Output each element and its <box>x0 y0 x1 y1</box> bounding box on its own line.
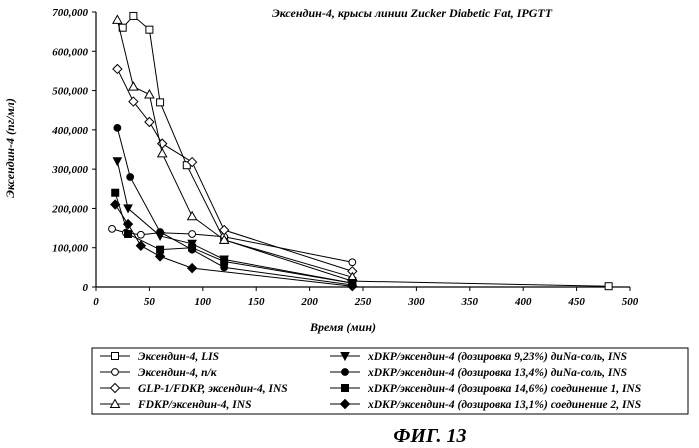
marker-diamond <box>112 63 123 75</box>
legend-item: xDKP/эксендин-4 (дозировка 13,4%) диNa-с… <box>330 367 627 379</box>
marker-triangle <box>218 234 230 244</box>
marker-square <box>111 352 119 360</box>
legend-item: xDKP/эксендин-4 (дозировка 13,1%) соедин… <box>330 398 641 411</box>
x-tick-label: 400 <box>514 296 532 308</box>
x-tick-label: 250 <box>354 296 372 308</box>
x-tick-label: 500 <box>622 296 639 308</box>
marker-circle <box>348 258 357 267</box>
marker-diamond <box>154 251 166 262</box>
legend-item: xDKP/эксендин-4 (дозировка 14,6%) соедин… <box>330 383 641 395</box>
x-tick-label: 350 <box>461 296 479 308</box>
series-6 <box>113 123 357 289</box>
marker-triangle <box>128 81 139 91</box>
marker-diamond <box>122 218 134 230</box>
marker-triangle <box>186 210 198 221</box>
legend-item: Эксендин-4, LIS <box>100 351 219 363</box>
marker-diamond <box>144 116 155 128</box>
marker-square <box>129 11 138 20</box>
y-tick-label: 600,000 <box>52 46 88 58</box>
figure-caption: ФИГ. 13 <box>393 425 466 447</box>
marker-circle <box>111 368 119 376</box>
series-line <box>116 161 353 284</box>
marker-diamond <box>109 382 121 394</box>
x-tick-label: 450 <box>567 296 585 308</box>
y-axis-label: Эксендин-4 (пг/мл) <box>3 98 17 198</box>
marker-triangle-down <box>340 352 350 362</box>
marker-diamond <box>339 398 351 410</box>
marker-circle <box>188 230 197 238</box>
y-tick-label: 100,000 <box>52 243 88 255</box>
y-tick-label: 700,000 <box>52 7 88 19</box>
marker-triangle <box>112 14 123 24</box>
marker-square <box>341 384 349 392</box>
marker-diamond <box>110 199 121 210</box>
marker-triangle-down <box>123 204 133 214</box>
x-tick-label: 100 <box>195 296 212 308</box>
marker-diamond <box>186 156 198 168</box>
marker-square <box>604 282 613 291</box>
series-line <box>114 204 353 287</box>
marker-circle <box>136 230 145 239</box>
x-axis-label: Время (мин) <box>309 320 376 334</box>
series-3 <box>112 63 358 277</box>
marker-diamond <box>186 262 198 274</box>
legend-item: xDKP/эксендин-4 (дозировка 9,23%) диNa-с… <box>330 351 627 363</box>
x-tick-label: 150 <box>248 296 265 308</box>
legend-item: FDKP/эксендин-4, INS <box>100 398 251 411</box>
legend-label: FDKP/эксендин-4, INS <box>137 399 251 411</box>
series-layer <box>108 11 613 292</box>
series-line <box>111 228 353 263</box>
y-tick-label: 500,000 <box>52 86 88 98</box>
series-7 <box>111 188 357 288</box>
legend-label: Эксендин-4, п/к <box>138 367 218 379</box>
x-tick-label: 200 <box>300 296 318 308</box>
marker-triangle-down <box>112 157 123 167</box>
marker-triangle <box>144 88 155 99</box>
marker-circle <box>108 224 116 233</box>
legend: Эксендин-4, LIS Эксендин-4, п/к GLP-1/FDKP… <box>91 347 689 415</box>
marker-circle <box>126 173 135 181</box>
marker-square <box>111 188 120 197</box>
series-line <box>116 68 353 272</box>
chart-title: Эксендин-4, крысы линии Zucker Diabetic … <box>272 6 553 20</box>
series-8 <box>110 199 358 292</box>
legend-label: GLP-1/FDKP, эксендин-4, INS <box>138 383 288 395</box>
marker-square <box>156 98 165 107</box>
marker-diamond <box>135 240 147 251</box>
marker-triangle <box>109 398 121 408</box>
x-tick-label: 50 <box>144 296 156 308</box>
marker-circle <box>156 228 164 236</box>
marker-diamond <box>347 281 358 292</box>
y-tick-label: 300,000 <box>51 164 88 176</box>
legend-box <box>91 347 689 415</box>
y-tick-label: 200,000 <box>51 203 88 215</box>
y-tick-label: 0 <box>83 282 89 294</box>
marker-circle <box>341 368 349 376</box>
axes: 0 100,000 200,000 300,000 400,000 500,000 600,… <box>51 7 639 308</box>
legend-item: Эксендин-4, п/к <box>100 367 218 379</box>
x-tick-label: 300 <box>407 296 425 308</box>
y-tick-label: 400,000 <box>51 125 88 137</box>
marker-triangle <box>156 147 168 158</box>
marker-diamond <box>128 96 139 107</box>
series-line <box>116 127 353 286</box>
marker-square <box>188 243 197 252</box>
legend-label: xDKP/эксендин-4 (дозировка 13,1%) соедин… <box>367 399 641 411</box>
legend-label: xDKP/эксендин-4 (дозировка 9,23%) диNa-с… <box>367 351 627 363</box>
marker-square <box>220 257 229 266</box>
legend-item: GLP-1/FDKP, эксендин-4, INS <box>100 382 288 395</box>
marker-square <box>124 229 133 238</box>
legend-label: xDKP/эксендин-4 (дозировка 13,4%) диNa-с… <box>367 367 627 379</box>
legend-label: xDKP/эксендин-4 (дозировка 14,6%) соедин… <box>367 383 641 395</box>
series-4 <box>112 14 358 282</box>
marker-circle <box>113 123 122 132</box>
marker-square <box>145 25 154 34</box>
x-tick-label: 0 <box>93 296 99 308</box>
legend-label: Эксендин-4, LIS <box>138 351 219 363</box>
